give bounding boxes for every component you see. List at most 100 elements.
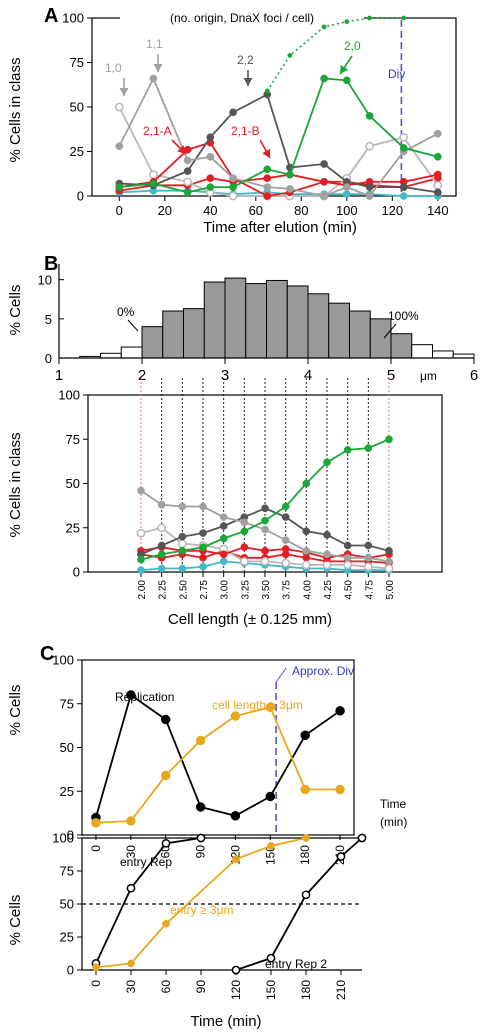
panel-a-series-1-0-point bbox=[183, 177, 192, 187]
panel-b-series-2-0-point bbox=[385, 435, 393, 444]
panel-a-series-2-0-point bbox=[320, 74, 328, 83]
panel-b-xtick-label: 4.50 bbox=[344, 580, 355, 600]
panel-b-xtick-label: 3.00 bbox=[220, 580, 231, 600]
panel-b-series-2-1-b-point bbox=[199, 553, 207, 562]
panel-a-series-1-1-point bbox=[365, 192, 374, 200]
panel-b-hist-xtick-label: 1 bbox=[55, 367, 63, 384]
panel-c-bottom-ytick-label: 0 bbox=[67, 963, 74, 978]
panel-b-series-2-1-a-point bbox=[219, 550, 228, 559]
panel-b-series-1-0-point bbox=[136, 528, 146, 538]
panel-b-series-1-1-point bbox=[343, 553, 352, 562]
panel-b-series-2-0-point bbox=[281, 502, 290, 511]
panel-c-top-ytick-label: 75 bbox=[60, 696, 74, 711]
panel-b-unit: μm bbox=[420, 369, 437, 383]
panel-b-series-2-2-point bbox=[261, 504, 269, 513]
label-0-percent: 0% bbox=[117, 305, 135, 319]
histogram-bar bbox=[369, 318, 392, 359]
panel-b-series-2-2-point bbox=[281, 513, 290, 521]
panel-c-bottom-ytick-label: 100 bbox=[52, 831, 74, 846]
panel-c-top-xtick-label: 0 bbox=[89, 845, 103, 852]
panel-a-series-2-1-b-line bbox=[119, 173, 439, 192]
panel-letter-b: B bbox=[44, 253, 58, 275]
label-entry-rep-2: entry Rep 2 bbox=[265, 957, 327, 971]
label-approx-div: Approx. Div bbox=[292, 664, 354, 678]
panel-c-bottom-chart: % Cells Time (min) entry Rep entry ≥ 3μm… bbox=[7, 831, 367, 1030]
panel-b-series-2-0-point bbox=[302, 479, 311, 488]
panel-c-top-xtick-label: 150 bbox=[263, 845, 277, 865]
panel-b-series-2-0-point bbox=[323, 458, 331, 467]
panel-a-xlabel: Time after elution (min) bbox=[203, 219, 357, 236]
panel-a-series-1-1-point bbox=[286, 185, 294, 193]
panel-b-series-1-0-point bbox=[301, 560, 311, 570]
panel-a-series-2-0-point bbox=[399, 144, 408, 152]
panel-b-series-1-1-point bbox=[281, 536, 290, 544]
panel-b-series-2-1-a-point bbox=[240, 543, 249, 552]
label-2-1-b: 2,1-B bbox=[231, 124, 260, 138]
panel-c-top-division-leader bbox=[275, 667, 287, 683]
panel-b-series-1-1-point bbox=[199, 502, 207, 511]
panel-b-series-1-1-point bbox=[157, 500, 166, 509]
panel-c-bottom-xtick-label: 120 bbox=[229, 980, 243, 1000]
panel-a-chart: (no. origin, DnaX foci / cell) Time afte… bbox=[7, 10, 457, 236]
panel-a-series-1-1-point bbox=[206, 152, 215, 161]
panel-b-hist-xtick-label: 3 bbox=[221, 367, 229, 384]
panel-a-series-1-0-point bbox=[365, 141, 374, 151]
panel-c-bottom-series-entry-rep-point bbox=[161, 838, 171, 848]
panel-b-xtick-label: 3.25 bbox=[240, 580, 251, 600]
panel-c-bottom-ytick-label: 75 bbox=[60, 864, 74, 879]
histogram-bar bbox=[245, 283, 267, 359]
panel-c-bottom-ytick-label: 25 bbox=[60, 930, 74, 945]
panel-b-series-1-1-point bbox=[364, 553, 373, 562]
label-replication: Replication bbox=[115, 690, 174, 704]
panel-b-series-1-0-point bbox=[157, 523, 167, 533]
panel-b-xtick-label: 4.25 bbox=[323, 580, 334, 600]
panel-a-ytick-label: 25 bbox=[70, 144, 84, 159]
panel-a-ylabel: % Cells in class bbox=[7, 57, 24, 162]
panel-c-bottom-series-entry-rep-point bbox=[126, 883, 136, 893]
panel-c-top-series-replication-point bbox=[300, 730, 310, 741]
panel-c-bottom-series-entry-rep-2-point bbox=[336, 852, 346, 861]
panel-b-series-1-1-point bbox=[261, 525, 269, 534]
histogram-bar bbox=[266, 279, 288, 359]
panel-c-top-series-replication-point bbox=[230, 811, 241, 821]
panel-a-series-2-1-a-point bbox=[320, 177, 328, 186]
panel-c-top-series-replication-point bbox=[335, 706, 345, 716]
panel-a-series-1-1-point bbox=[320, 192, 328, 200]
panel-c-bottom-series-entry-rep-2-point bbox=[266, 953, 276, 963]
panel-letter-a: A bbox=[44, 5, 58, 27]
panel-b-series-2-0-point bbox=[261, 516, 269, 525]
panel-c-bottom-series-entry-rep-line bbox=[95, 837, 202, 964]
panel-b-series-2-2-point bbox=[343, 541, 352, 550]
panel-c-top-series-cell-length-3-m-point bbox=[195, 735, 206, 746]
panel-b-series-1-1-point bbox=[240, 518, 249, 527]
panel-b-xtick-label: 2.75 bbox=[199, 580, 210, 600]
label-time-unit: (min) bbox=[380, 815, 407, 829]
histogram-bar bbox=[141, 326, 164, 359]
panel-a-ytick-label: 100 bbox=[62, 11, 84, 26]
panel-b-series-cyan-point bbox=[199, 562, 207, 571]
panel-c-bottom-series-entry-3-m-line bbox=[95, 837, 307, 969]
panel-a-series-2-0-point bbox=[115, 183, 124, 191]
panel-a-series-1-1-point bbox=[149, 74, 158, 83]
panel-b-series-2-0-point bbox=[157, 550, 166, 559]
arrow-2-1-b-head bbox=[262, 148, 271, 158]
panel-a-xtick-label: 80 bbox=[294, 203, 308, 218]
panel-b-series-1-0-point bbox=[239, 557, 249, 566]
panel-b-ytick-label: 100 bbox=[58, 388, 80, 403]
panel-a-series-2-2-point bbox=[206, 133, 215, 142]
panel-c-bottom-series-entry-rep-2-point bbox=[357, 833, 367, 843]
panel-a-series-1-0-point bbox=[228, 191, 238, 201]
panel-b-xtick-label: 3.50 bbox=[261, 580, 272, 600]
histogram-bar bbox=[307, 293, 330, 359]
panel-b-hist-ytick-label: 10 bbox=[38, 273, 52, 288]
panel-a-series-dotted-line bbox=[266, 17, 404, 92]
panel-b-series-1-0-point bbox=[281, 558, 291, 568]
panel-b-ylabel: % Cells in class bbox=[7, 432, 24, 537]
panel-a-series-2-2-point bbox=[399, 183, 408, 191]
panel-a-series-2-0-point bbox=[183, 188, 192, 197]
label-2-0: 2,0 bbox=[344, 39, 361, 53]
panel-c-bottom-ytick-label: 50 bbox=[60, 897, 74, 912]
panel-b-series-1-0-point bbox=[343, 560, 353, 570]
panel-b-series-cyan-point bbox=[178, 564, 187, 573]
histogram-bar bbox=[162, 310, 184, 359]
